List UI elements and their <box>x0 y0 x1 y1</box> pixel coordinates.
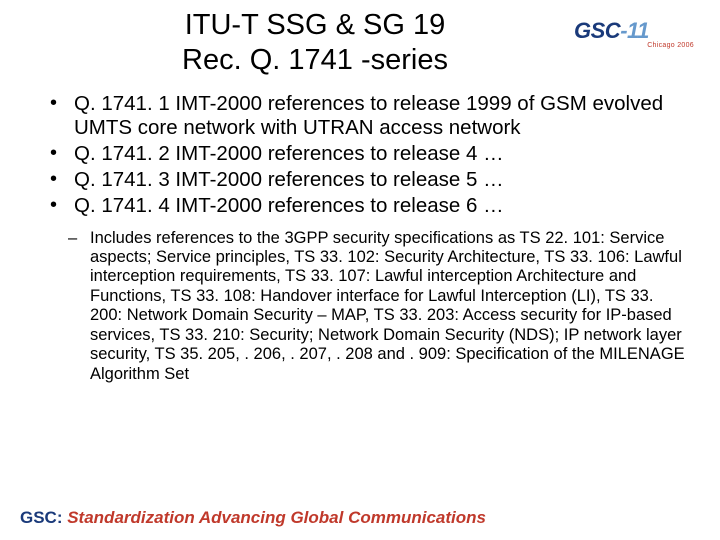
logo-gsc-text: GSC <box>574 18 620 43</box>
list-item: Q. 1741. 4 IMT-2000 references to releas… <box>50 194 686 218</box>
logo-subtitle: Chicago 2006 <box>574 42 694 49</box>
title-line-2: Rec. Q. 1741 -series <box>182 44 448 76</box>
sub-bullet-list: Includes references to the 3GPP security… <box>68 229 686 385</box>
list-item: Q. 1741. 1 IMT-2000 references to releas… <box>50 92 686 140</box>
footer-gsc: GSC: <box>20 508 63 527</box>
slide-body: Q. 1741. 1 IMT-2000 references to releas… <box>0 92 720 385</box>
list-item: Q. 1741. 2 IMT-2000 references to releas… <box>50 142 686 166</box>
list-item: Q. 1741. 3 IMT-2000 references to releas… <box>50 168 686 192</box>
gsc-logo: GSC-11 Chicago 2006 <box>574 18 694 70</box>
slide-footer: GSC: Standardization Advancing Global Co… <box>20 508 486 528</box>
logo-11-text: -11 <box>620 18 649 43</box>
main-bullet-list: Q. 1741. 1 IMT-2000 references to releas… <box>50 92 686 219</box>
title-line-1: ITU-T SSG & SG 19 <box>185 9 446 41</box>
slide-title: ITU-T SSG & SG 19 Rec. Q. 1741 -series <box>90 0 540 92</box>
footer-tagline: Standardization Advancing Global Communi… <box>63 508 486 527</box>
sub-list-item: Includes references to the 3GPP security… <box>68 229 686 385</box>
